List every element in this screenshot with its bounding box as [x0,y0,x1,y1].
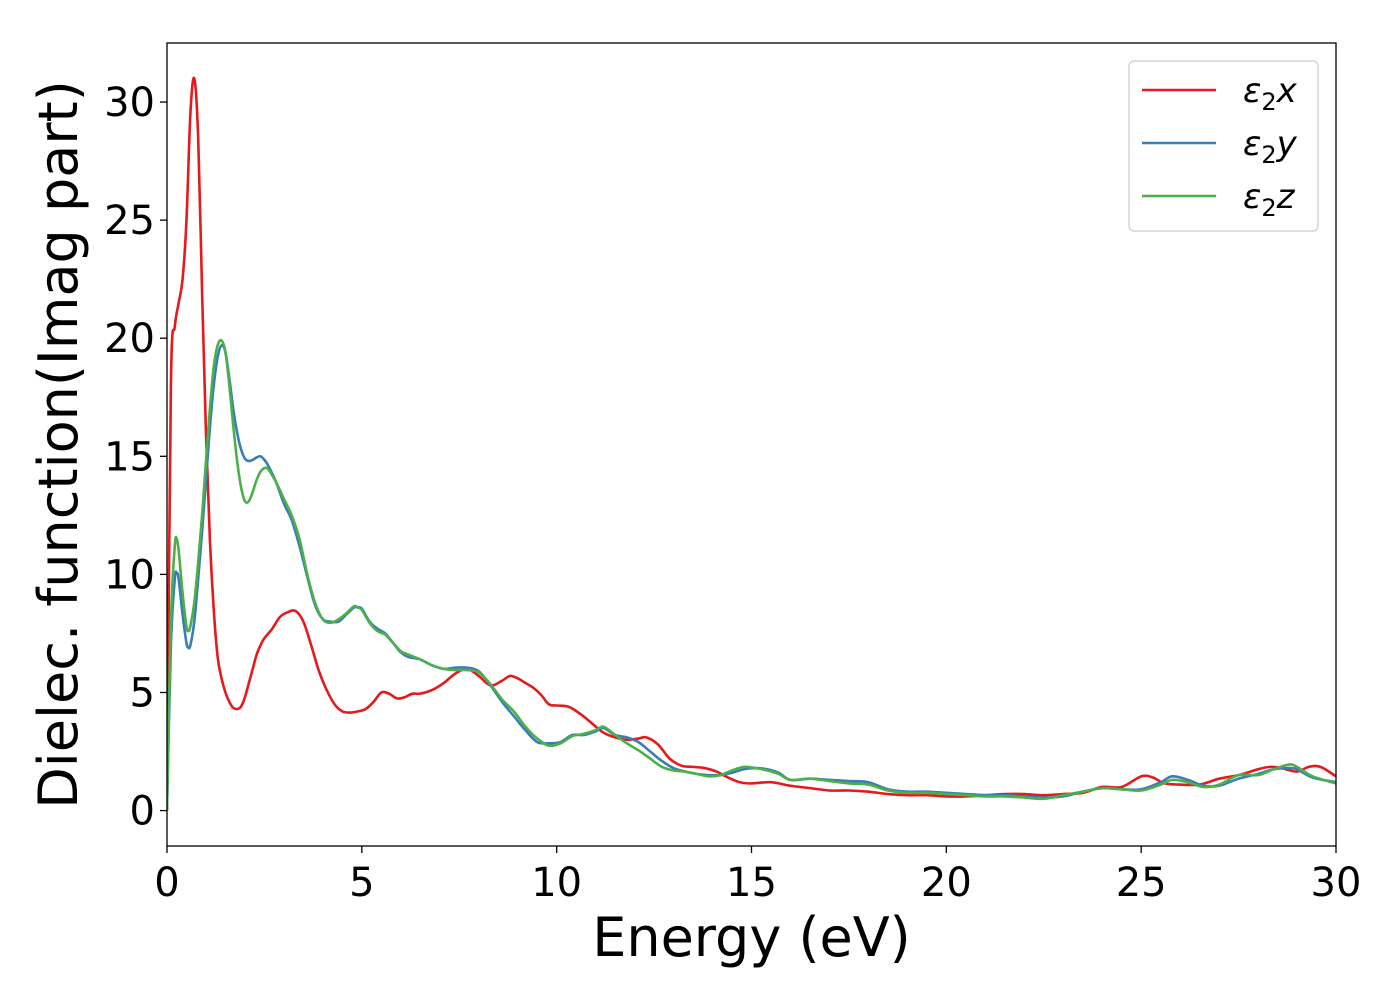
series-layer [167,76,1336,811]
y-tick-label: 30 [104,80,155,126]
x-tick-label: 20 [921,860,972,906]
series-line-3 [167,338,1336,811]
x-axis-title: Energy (eV) [592,906,911,969]
y-axis-ticks: 0 5 10 15 20 25 30 [104,80,167,835]
x-axis-ticks: 0 5 10 15 20 25 30 [154,846,1361,906]
legend-label: ε2y [1243,124,1298,169]
y-tick-label: 25 [104,198,155,244]
x-tick-label: 5 [349,860,374,906]
legend-box [1128,60,1319,232]
x-tick-label: 25 [1116,860,1167,906]
x-tick-label: 0 [154,860,179,906]
series-line-1 [167,76,1336,811]
x-tick-label: 30 [1311,860,1362,906]
y-tick-label: 0 [130,789,155,835]
y-tick-label: 10 [104,552,155,598]
y-tick-label: 15 [104,434,155,480]
legend: ε2x ε2y ε2z [1128,60,1319,232]
x-tick-label: 10 [531,860,582,906]
y-tick-label: 5 [130,670,155,716]
x-tick-label: 15 [726,860,777,906]
y-tick-label: 20 [104,316,155,362]
legend-label: ε2z [1243,177,1296,222]
legend-label: ε2x [1243,71,1298,116]
series-line-2 [167,343,1336,811]
y-axis-title: Dielec. function(Imag part) [27,80,90,809]
